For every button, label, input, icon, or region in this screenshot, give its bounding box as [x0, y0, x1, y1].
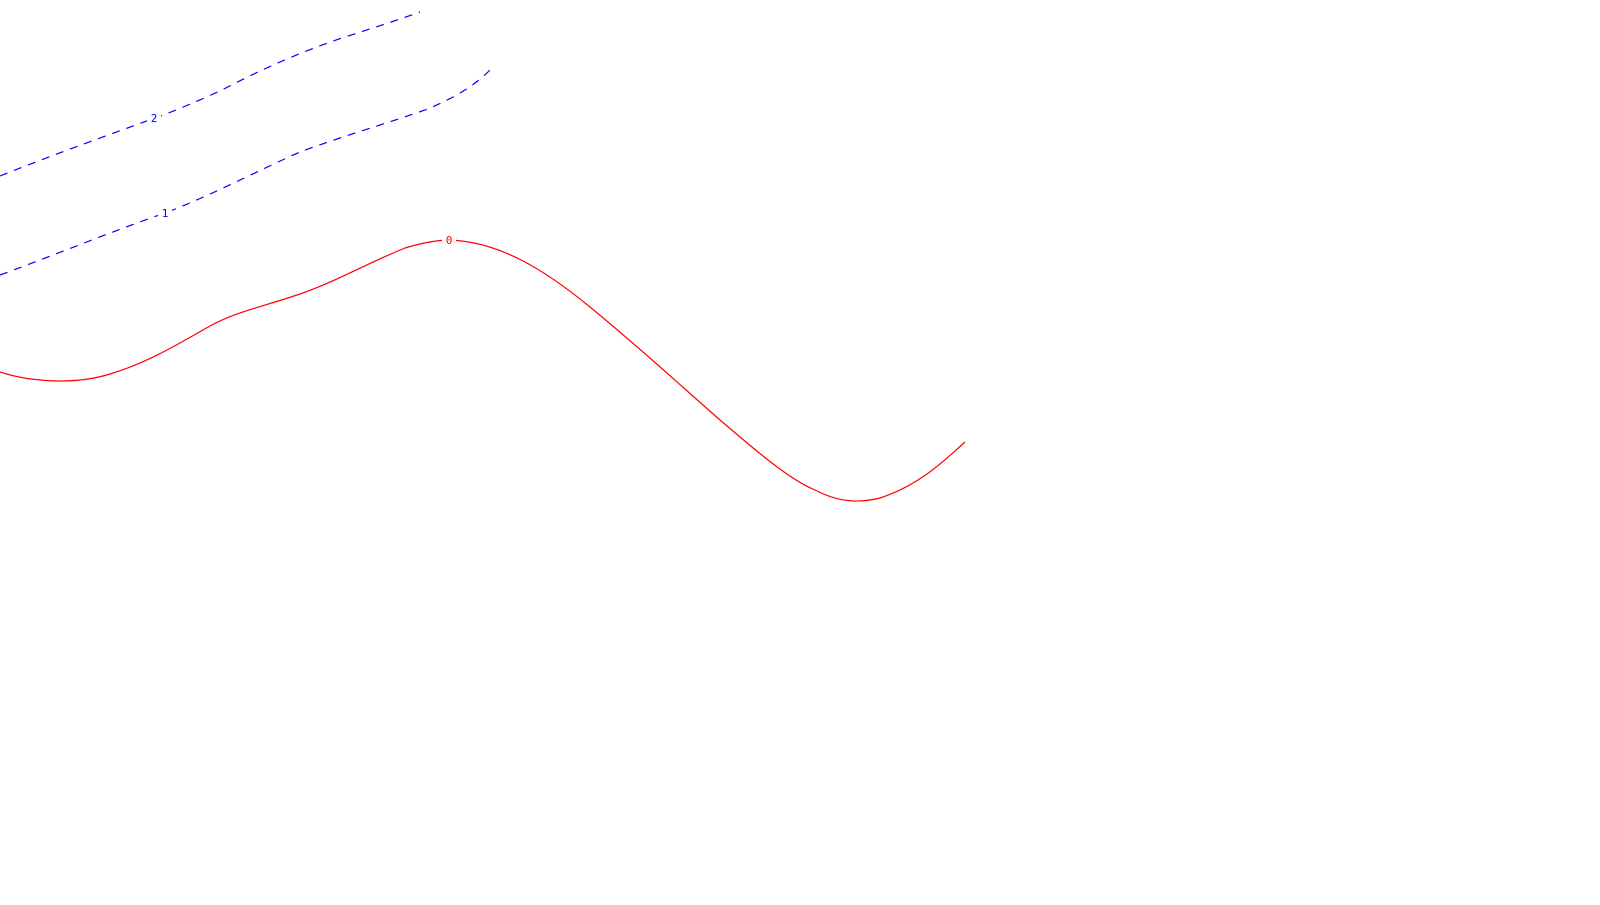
- contour-label-1-bg: [158, 206, 172, 220]
- contour-line-0: [0, 239, 966, 502]
- contour-label-0-bg: [442, 233, 456, 247]
- contour-label-2-bg: [147, 111, 161, 125]
- contour-line-2: [0, 11, 421, 177]
- contour-label-1: 1: [162, 207, 169, 220]
- contour-line-1: [0, 69, 491, 276]
- contour-label-2: 2: [151, 112, 158, 125]
- contour-label-0: 0: [446, 234, 453, 247]
